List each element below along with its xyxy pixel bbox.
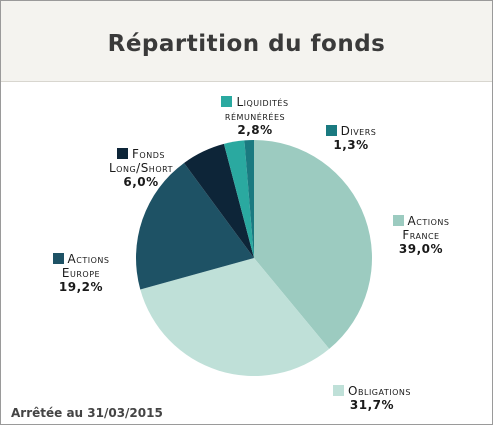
category-label: Actions Europe [61, 252, 110, 280]
chart-title: Répartition du fonds [107, 31, 386, 57]
slice-label: Actions France 39,0% [375, 214, 467, 256]
pie-slice [140, 258, 330, 376]
slice-label: Fonds Long/Short 6,0% [101, 147, 181, 189]
legend-swatch [325, 125, 337, 136]
slice-label: Liquidités rémunérées 2,8% [205, 95, 305, 137]
category-label: Actions France [402, 214, 450, 242]
pie-slice [184, 143, 254, 258]
value-label: 1,3% [333, 138, 369, 152]
value-label: 31,7% [349, 398, 395, 412]
pie-slice [223, 140, 254, 258]
slice-label: Divers 1,3% [315, 124, 387, 152]
pie-slice [135, 162, 254, 290]
slice-label: Actions Europe 19,2% [41, 252, 121, 294]
value-label: 39,0% [398, 242, 444, 256]
legend-swatch [117, 148, 129, 159]
header [1, 1, 492, 82]
category-label: Fonds Long/Short [108, 147, 173, 175]
legend-swatch [333, 385, 345, 396]
value-label: 19,2% [58, 280, 104, 294]
legend-swatch [221, 96, 233, 107]
category-label: Divers [340, 124, 377, 138]
value-label: 6,0% [123, 175, 159, 189]
pie-slice [254, 140, 372, 349]
slice-label: Obligations 31,7% [317, 384, 427, 412]
category-label: Obligations [348, 384, 411, 398]
legend-swatch [52, 253, 64, 264]
value-label: 2,8% [237, 123, 273, 137]
pie-slice [244, 140, 254, 258]
legend-swatch [392, 215, 404, 226]
footnote: Arrêtée au 31/03/2015 [11, 406, 163, 420]
category-label: Liquidités rémunérées [224, 95, 289, 123]
